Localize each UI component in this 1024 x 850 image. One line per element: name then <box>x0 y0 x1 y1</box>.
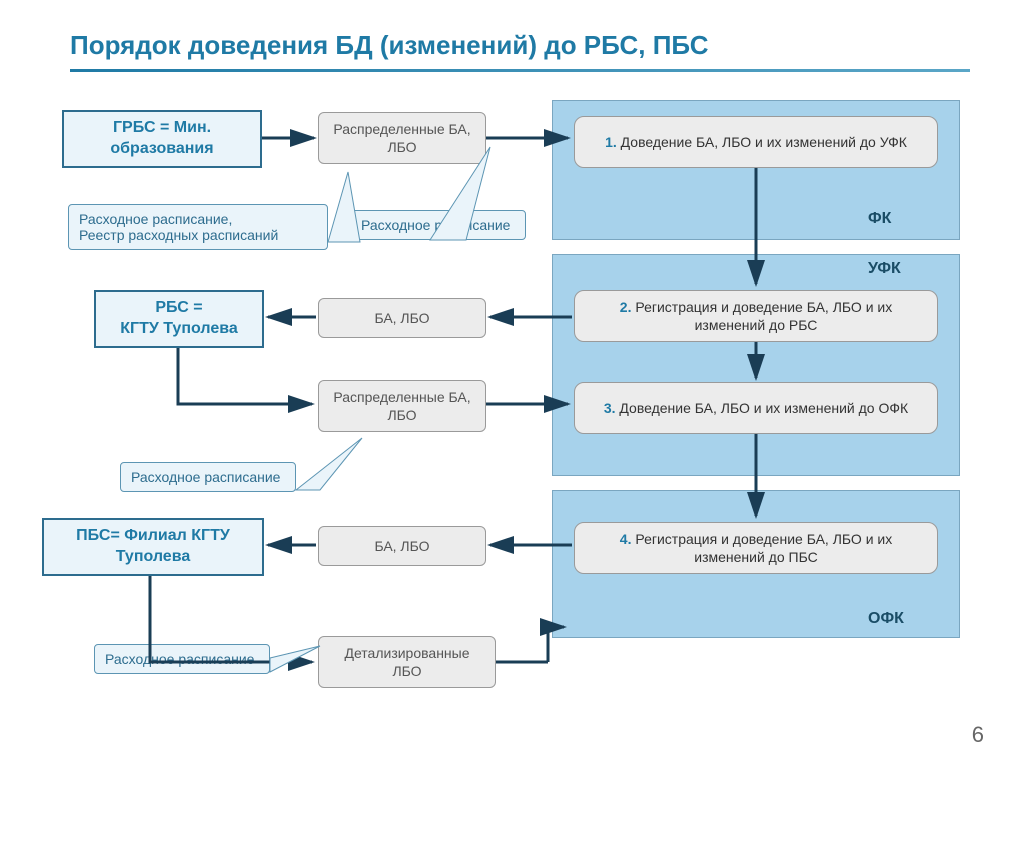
step-1: 1. Доведение БА, ЛБО и их изменений до У… <box>574 116 938 168</box>
step-1-num: 1. <box>605 134 617 150</box>
callout-2: Расходное расписание <box>350 210 526 240</box>
entity-pbs: ПБС= Филиал КГТУ Туполева <box>42 518 264 576</box>
step-2: 2. Регистрация и доведение БА, ЛБО и их … <box>574 290 938 342</box>
panel-ofk-label: ОФК <box>868 610 904 628</box>
callout-3: Расходное расписание <box>120 462 296 492</box>
page-number: 6 <box>972 722 984 748</box>
step-3-text: Доведение БА, ЛБО и их изменений до ОФК <box>616 400 909 416</box>
mid-box-3: Распределенные БА, ЛБО <box>318 380 486 432</box>
title-underline <box>70 69 970 72</box>
page-title: Порядок доведения БД (изменений) до РБС,… <box>70 30 1024 61</box>
panel-fk-label: ФК <box>868 210 891 228</box>
flowchart-canvas: ФК УФК ОФК 1. Доведение БА, ЛБО и их изм… <box>0 82 1024 762</box>
step-4-text: Регистрация и доведение БА, ЛБО и их изм… <box>631 531 892 565</box>
step-2-num: 2. <box>620 299 632 315</box>
panel-ufk-label: УФК <box>868 260 901 278</box>
title-block: Порядок доведения БД (изменений) до РБС,… <box>0 0 1024 82</box>
mid-box-2: БА, ЛБО <box>318 298 486 338</box>
step-4-num: 4. <box>620 531 632 547</box>
step-1-text: Доведение БА, ЛБО и их изменений до УФК <box>617 134 907 150</box>
callout-1: Расходное расписание, Реестр расходных р… <box>68 204 328 250</box>
entity-grbs: ГРБС = Мин. образования <box>62 110 262 168</box>
mid-box-1: Распределенные БА, ЛБО <box>318 112 486 164</box>
step-3-num: 3. <box>604 400 616 416</box>
mid-box-5: Детализированные ЛБО <box>318 636 496 688</box>
step-3: 3. Доведение БА, ЛБО и их изменений до О… <box>574 382 938 434</box>
step-4: 4. Регистрация и доведение БА, ЛБО и их … <box>574 522 938 574</box>
entity-rbs: РБС = КГТУ Туполева <box>94 290 264 348</box>
mid-box-4: БА, ЛБО <box>318 526 486 566</box>
panel-ufk <box>552 254 960 476</box>
callout-4: Расходное расписание <box>94 644 270 674</box>
step-2-text: Регистрация и доведение БА, ЛБО и их изм… <box>631 299 892 333</box>
